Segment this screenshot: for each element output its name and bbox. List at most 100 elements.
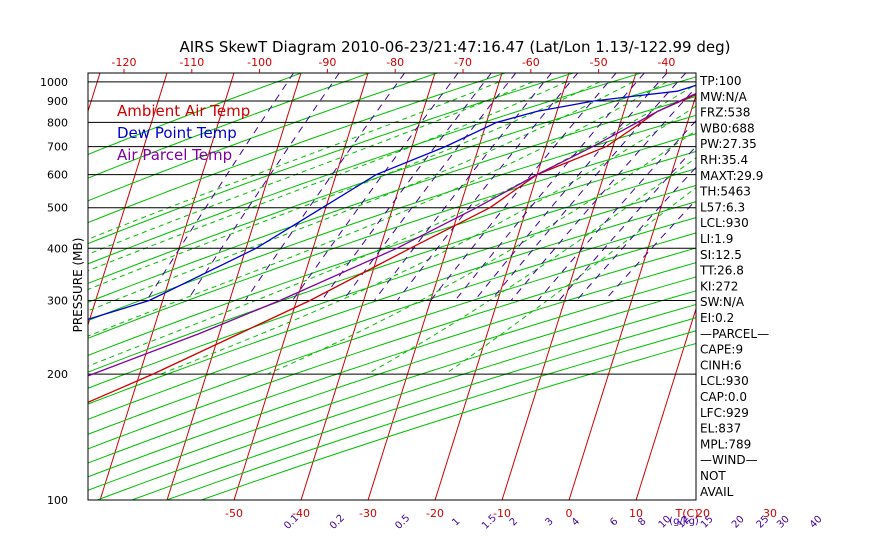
bottom-tick-label: 0: [566, 507, 573, 520]
dry-adiabat-line: [88, 150, 696, 356]
stat-item: —WIND—: [700, 453, 758, 467]
mixing-ratio-unit-label: (g/kg): [669, 516, 699, 527]
stat-item: TP:100: [699, 74, 742, 88]
plot-frame: [87, 72, 697, 501]
pressure-tick-label: 1000: [40, 76, 68, 89]
mixing-ratio-label: 6: [608, 516, 620, 528]
stat-item: SI:12.5: [700, 248, 742, 262]
top-tick-label: -70: [454, 56, 472, 69]
legend-item: Ambient Air Temp: [117, 102, 250, 120]
profile-lines: [88, 84, 696, 404]
mixing-ratio-label: 1: [450, 516, 462, 528]
mixing-ratio-label: 4: [570, 516, 582, 528]
dry-adiabat-line: [88, 73, 574, 245]
pressure-tick-label: 900: [47, 95, 68, 108]
profile-line: [88, 93, 696, 377]
mixing-ratio-line: [244, 73, 406, 301]
top-tick-label: -120: [112, 56, 137, 69]
stat-item: KI:272: [700, 279, 738, 293]
dry-adiabat-line: [88, 232, 696, 435]
dry-adiabat-line: [88, 73, 506, 224]
isotherm-line: [300, 73, 436, 500]
pressure-tick-label: 300: [47, 294, 68, 307]
dry-adiabat-line: [88, 73, 438, 202]
dry-adiabat-line: [88, 73, 370, 179]
dry-adiabat-line: [88, 168, 696, 373]
bottom-tick-label: 10: [629, 507, 643, 520]
dry-adiabat-line: [88, 73, 642, 265]
dry-adiabat-line: [88, 114, 696, 322]
bottom-tick-label: 30: [763, 507, 777, 520]
mixing-ratio-line: [396, 73, 579, 301]
mixing-ratio-label: 30: [775, 514, 792, 531]
dry-adiabat-line: [131, 317, 696, 500]
mixing-ratio-label: 20: [730, 514, 747, 531]
mixing-ratio-line: [430, 73, 617, 301]
pressure-tick-label: 200: [47, 368, 68, 381]
plot-grid: [88, 73, 870, 500]
bottom-tick-label: -40: [292, 507, 310, 520]
isotherm-line: [88, 73, 168, 327]
pressure-tick-label: 400: [47, 242, 68, 255]
isotherm-line: [568, 93, 696, 500]
moist-adiabat-line: [88, 83, 696, 367]
isotherm-line: [501, 73, 637, 500]
mixing-ratio-line: [490, 73, 687, 301]
pressure-tick-label: 700: [47, 141, 68, 154]
mixing-ratio-label: 3: [543, 516, 555, 528]
top-tick-label: -50: [590, 56, 608, 69]
isotherm-line: [770, 73, 870, 500]
isotherm-line: [367, 73, 503, 500]
bottom-tick-label: -10: [493, 507, 511, 520]
mixing-ratio-line: [146, 73, 294, 301]
moist-adiabat-line: [366, 157, 696, 375]
dry-adiabat-line: [88, 73, 302, 156]
y-axis-label: PRESSURE (MB): [71, 238, 85, 333]
dry-adiabat-line: [88, 133, 696, 339]
stat-item: MAXT:29.9: [700, 169, 763, 183]
stat-item: RH:35.4: [700, 153, 748, 167]
pressure-tick-label: 800: [47, 116, 68, 129]
isotherm-line: [635, 307, 696, 500]
pressure-tick-label: 500: [47, 202, 68, 215]
chart-title: AIRS SkewT Diagram 2010-06-23/21:47:16.4…: [179, 38, 730, 56]
top-tick-label: -100: [247, 56, 272, 69]
isotherm-line: [166, 73, 302, 500]
stat-item: MPL:789: [700, 437, 751, 451]
isotherm-line: [434, 73, 570, 500]
top-tick-label: -110: [179, 56, 204, 69]
stat-item: LI:1.9: [700, 232, 733, 246]
stat-item: NOT: [700, 469, 726, 483]
temperature-unit-label: T(C): [675, 507, 699, 520]
isotherm-line: [837, 73, 870, 500]
dry-adiabat-line: [88, 217, 696, 420]
bottom-tick-label: -30: [359, 507, 377, 520]
dry-adiabat-line: [88, 276, 696, 478]
profile-line: [88, 84, 696, 321]
dry-adiabat-line: [201, 342, 696, 500]
stat-item: LFC:929: [700, 406, 749, 420]
stat-item: EI:0.2: [700, 311, 734, 325]
dry-adiabat-line: [88, 201, 696, 405]
isotherm-line: [99, 73, 235, 500]
stat-item: MW:N/A: [700, 90, 748, 104]
stat-item: FRZ:538: [700, 106, 750, 120]
mixing-ratio-line: [321, 73, 492, 301]
dry-adiabat-line: [88, 262, 696, 464]
mixing-ratio-line: [454, 73, 645, 301]
top-tick-label: -60: [522, 56, 540, 69]
pressure-tick-label: 600: [47, 169, 68, 182]
moist-adiabat-line: [445, 187, 696, 375]
mixing-ratio-label: 8: [636, 516, 648, 528]
stat-item: LCL:930: [700, 216, 749, 230]
mixing-ratio-line: [510, 86, 696, 301]
mixing-ratio-line: [604, 199, 696, 301]
bottom-tick-label: 20: [696, 507, 710, 520]
mixing-ratio-label: 2: [508, 516, 520, 528]
stat-item: CAPE:9: [700, 343, 743, 357]
mixing-ratio-line: [576, 166, 696, 301]
moist-adiabat-line: [88, 81, 667, 337]
mixing-ratio-line: [342, 73, 517, 301]
